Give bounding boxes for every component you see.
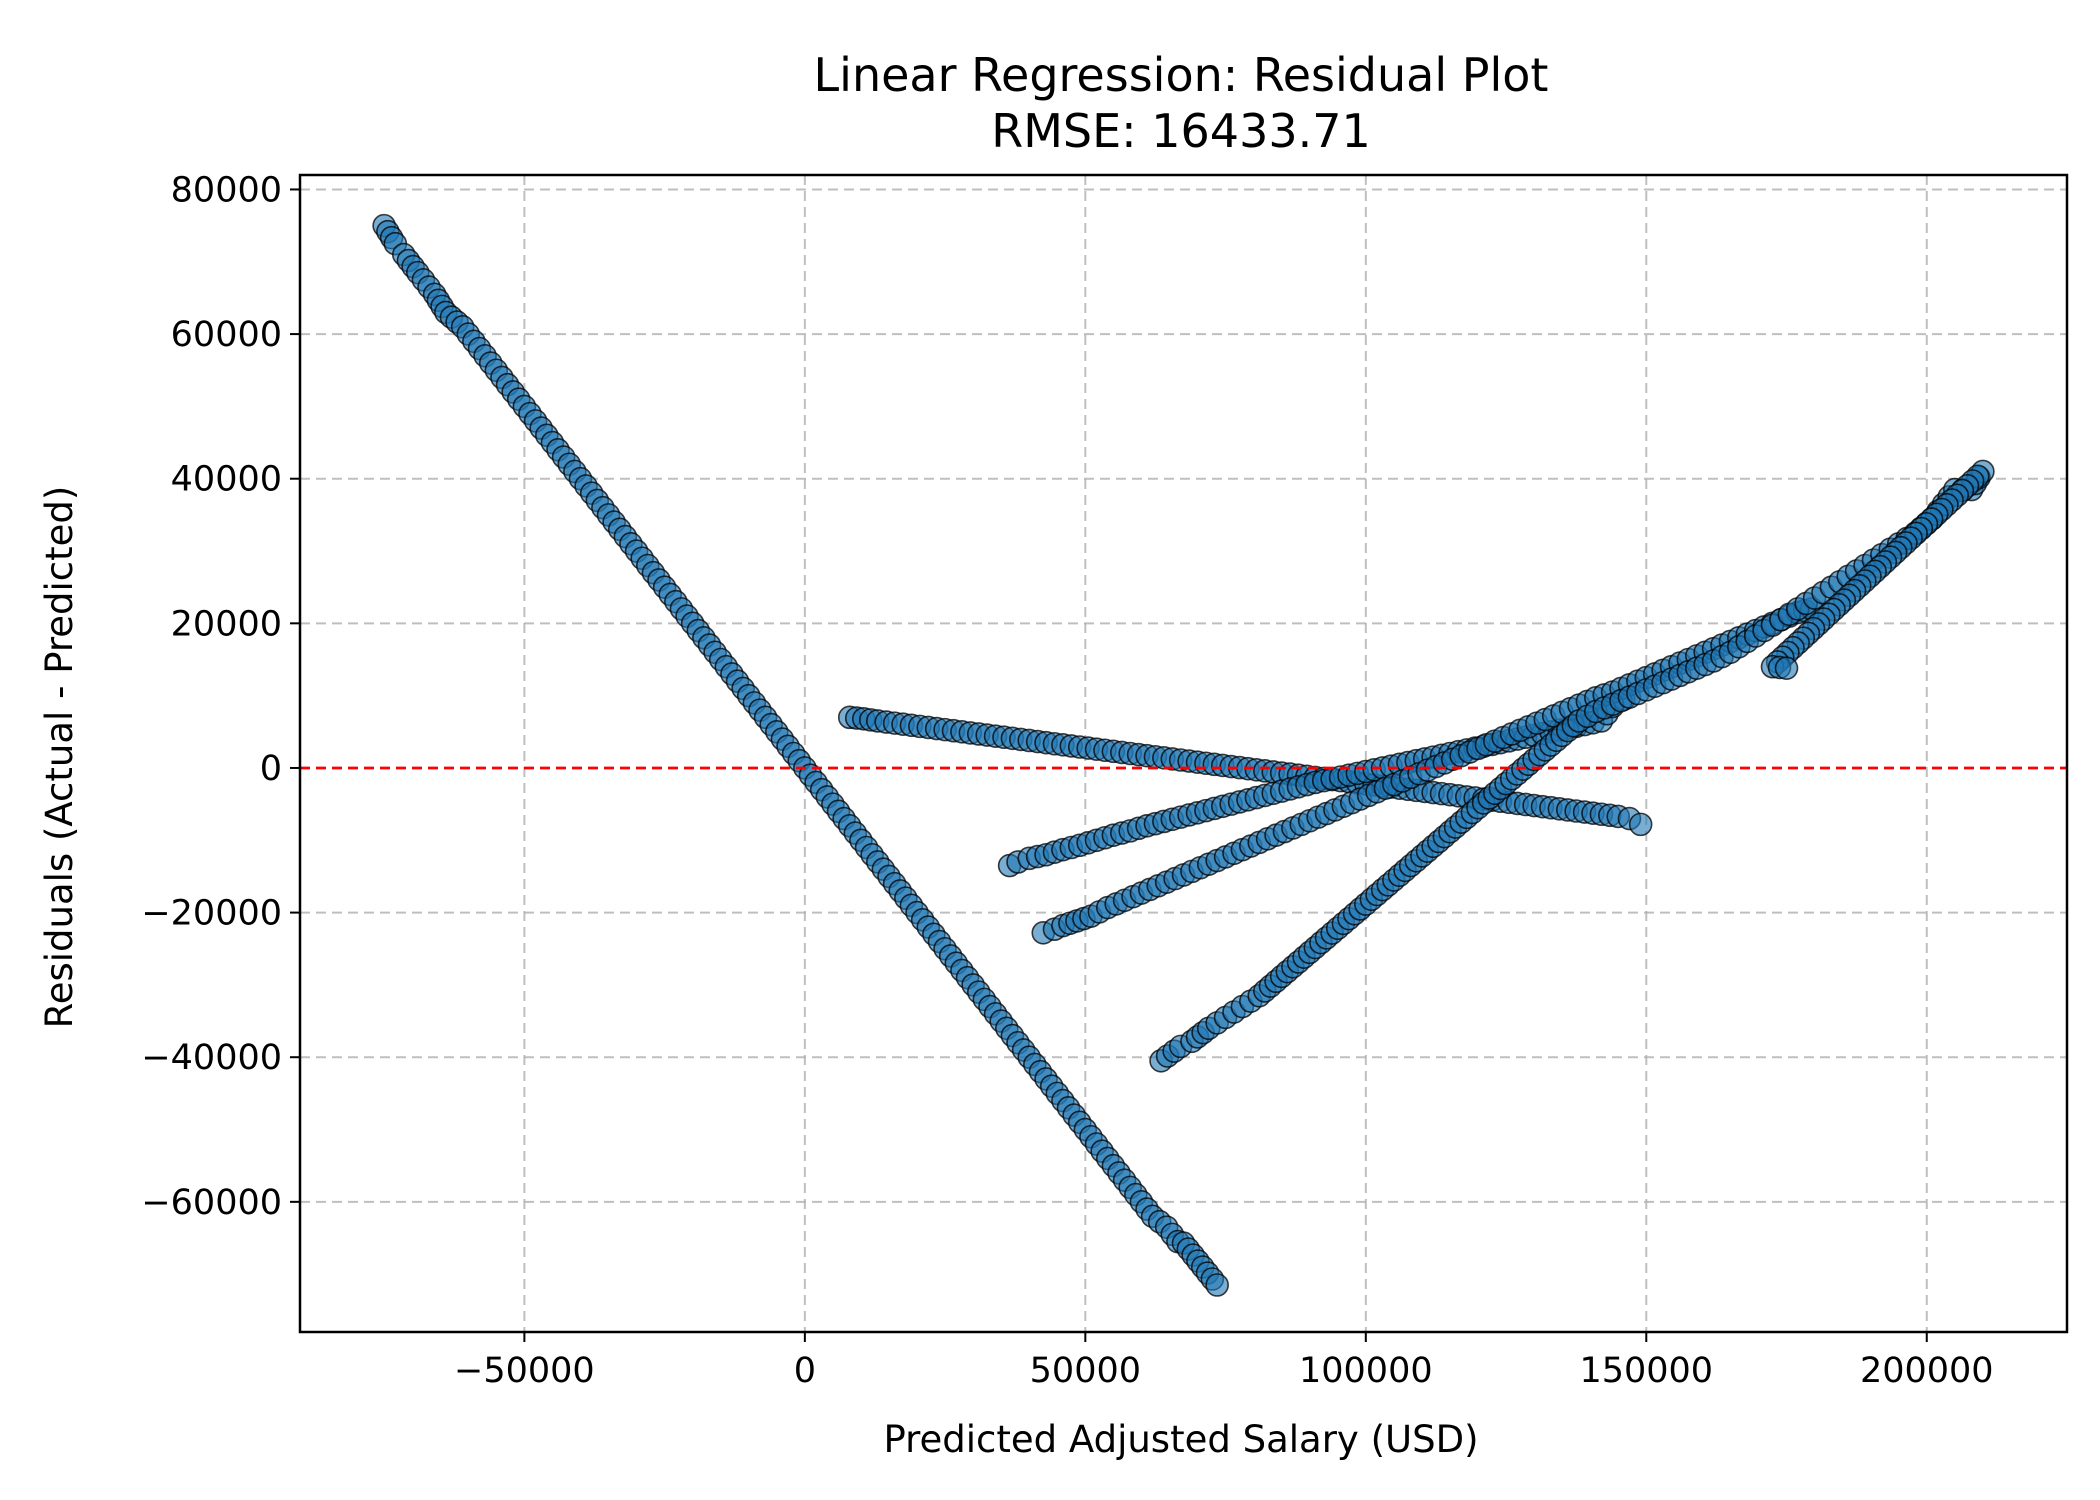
x-tick-label: 0 xyxy=(794,1351,816,1391)
y-axis-ticks: −60000 −40000 −20000 0 20000 40000 60000 80000 xyxy=(141,170,300,1223)
y-tick-label: 20000 xyxy=(171,604,282,644)
y-axis-label: Residuals (Actual - Predicted) xyxy=(38,486,81,1029)
x-tick-label: 100000 xyxy=(1299,1351,1433,1391)
y-tick-label: 40000 xyxy=(171,460,282,500)
x-axis-label: Predicted Adjusted Salary (USD) xyxy=(883,1418,1478,1461)
x-tick-label: 50000 xyxy=(1030,1351,1141,1391)
points-layer xyxy=(372,213,1995,1297)
y-tick-label: 0 xyxy=(260,749,282,789)
x-tick-label: −50000 xyxy=(454,1351,595,1391)
y-tick-label: 80000 xyxy=(171,170,282,210)
x-tick-label: 200000 xyxy=(1860,1351,1994,1391)
scatter-point xyxy=(1205,1273,1229,1297)
y-tick-label: −40000 xyxy=(141,1038,282,1078)
scatter-point xyxy=(1628,812,1653,837)
x-tick-label: 150000 xyxy=(1579,1351,1713,1391)
y-tick-label: −60000 xyxy=(141,1183,282,1223)
y-tick-label: −20000 xyxy=(141,894,282,934)
plot-frame xyxy=(298,173,2069,1334)
x-axis-ticks: −50000 0 50000 100000 150000 200000 xyxy=(454,1332,1994,1391)
y-tick-label: 60000 xyxy=(171,315,282,355)
chart-subtitle: RMSE: 16433.71 xyxy=(991,104,1371,158)
chart-title: Linear Regression: Residual Plot xyxy=(814,48,1549,102)
scatter-point xyxy=(1774,656,1799,680)
